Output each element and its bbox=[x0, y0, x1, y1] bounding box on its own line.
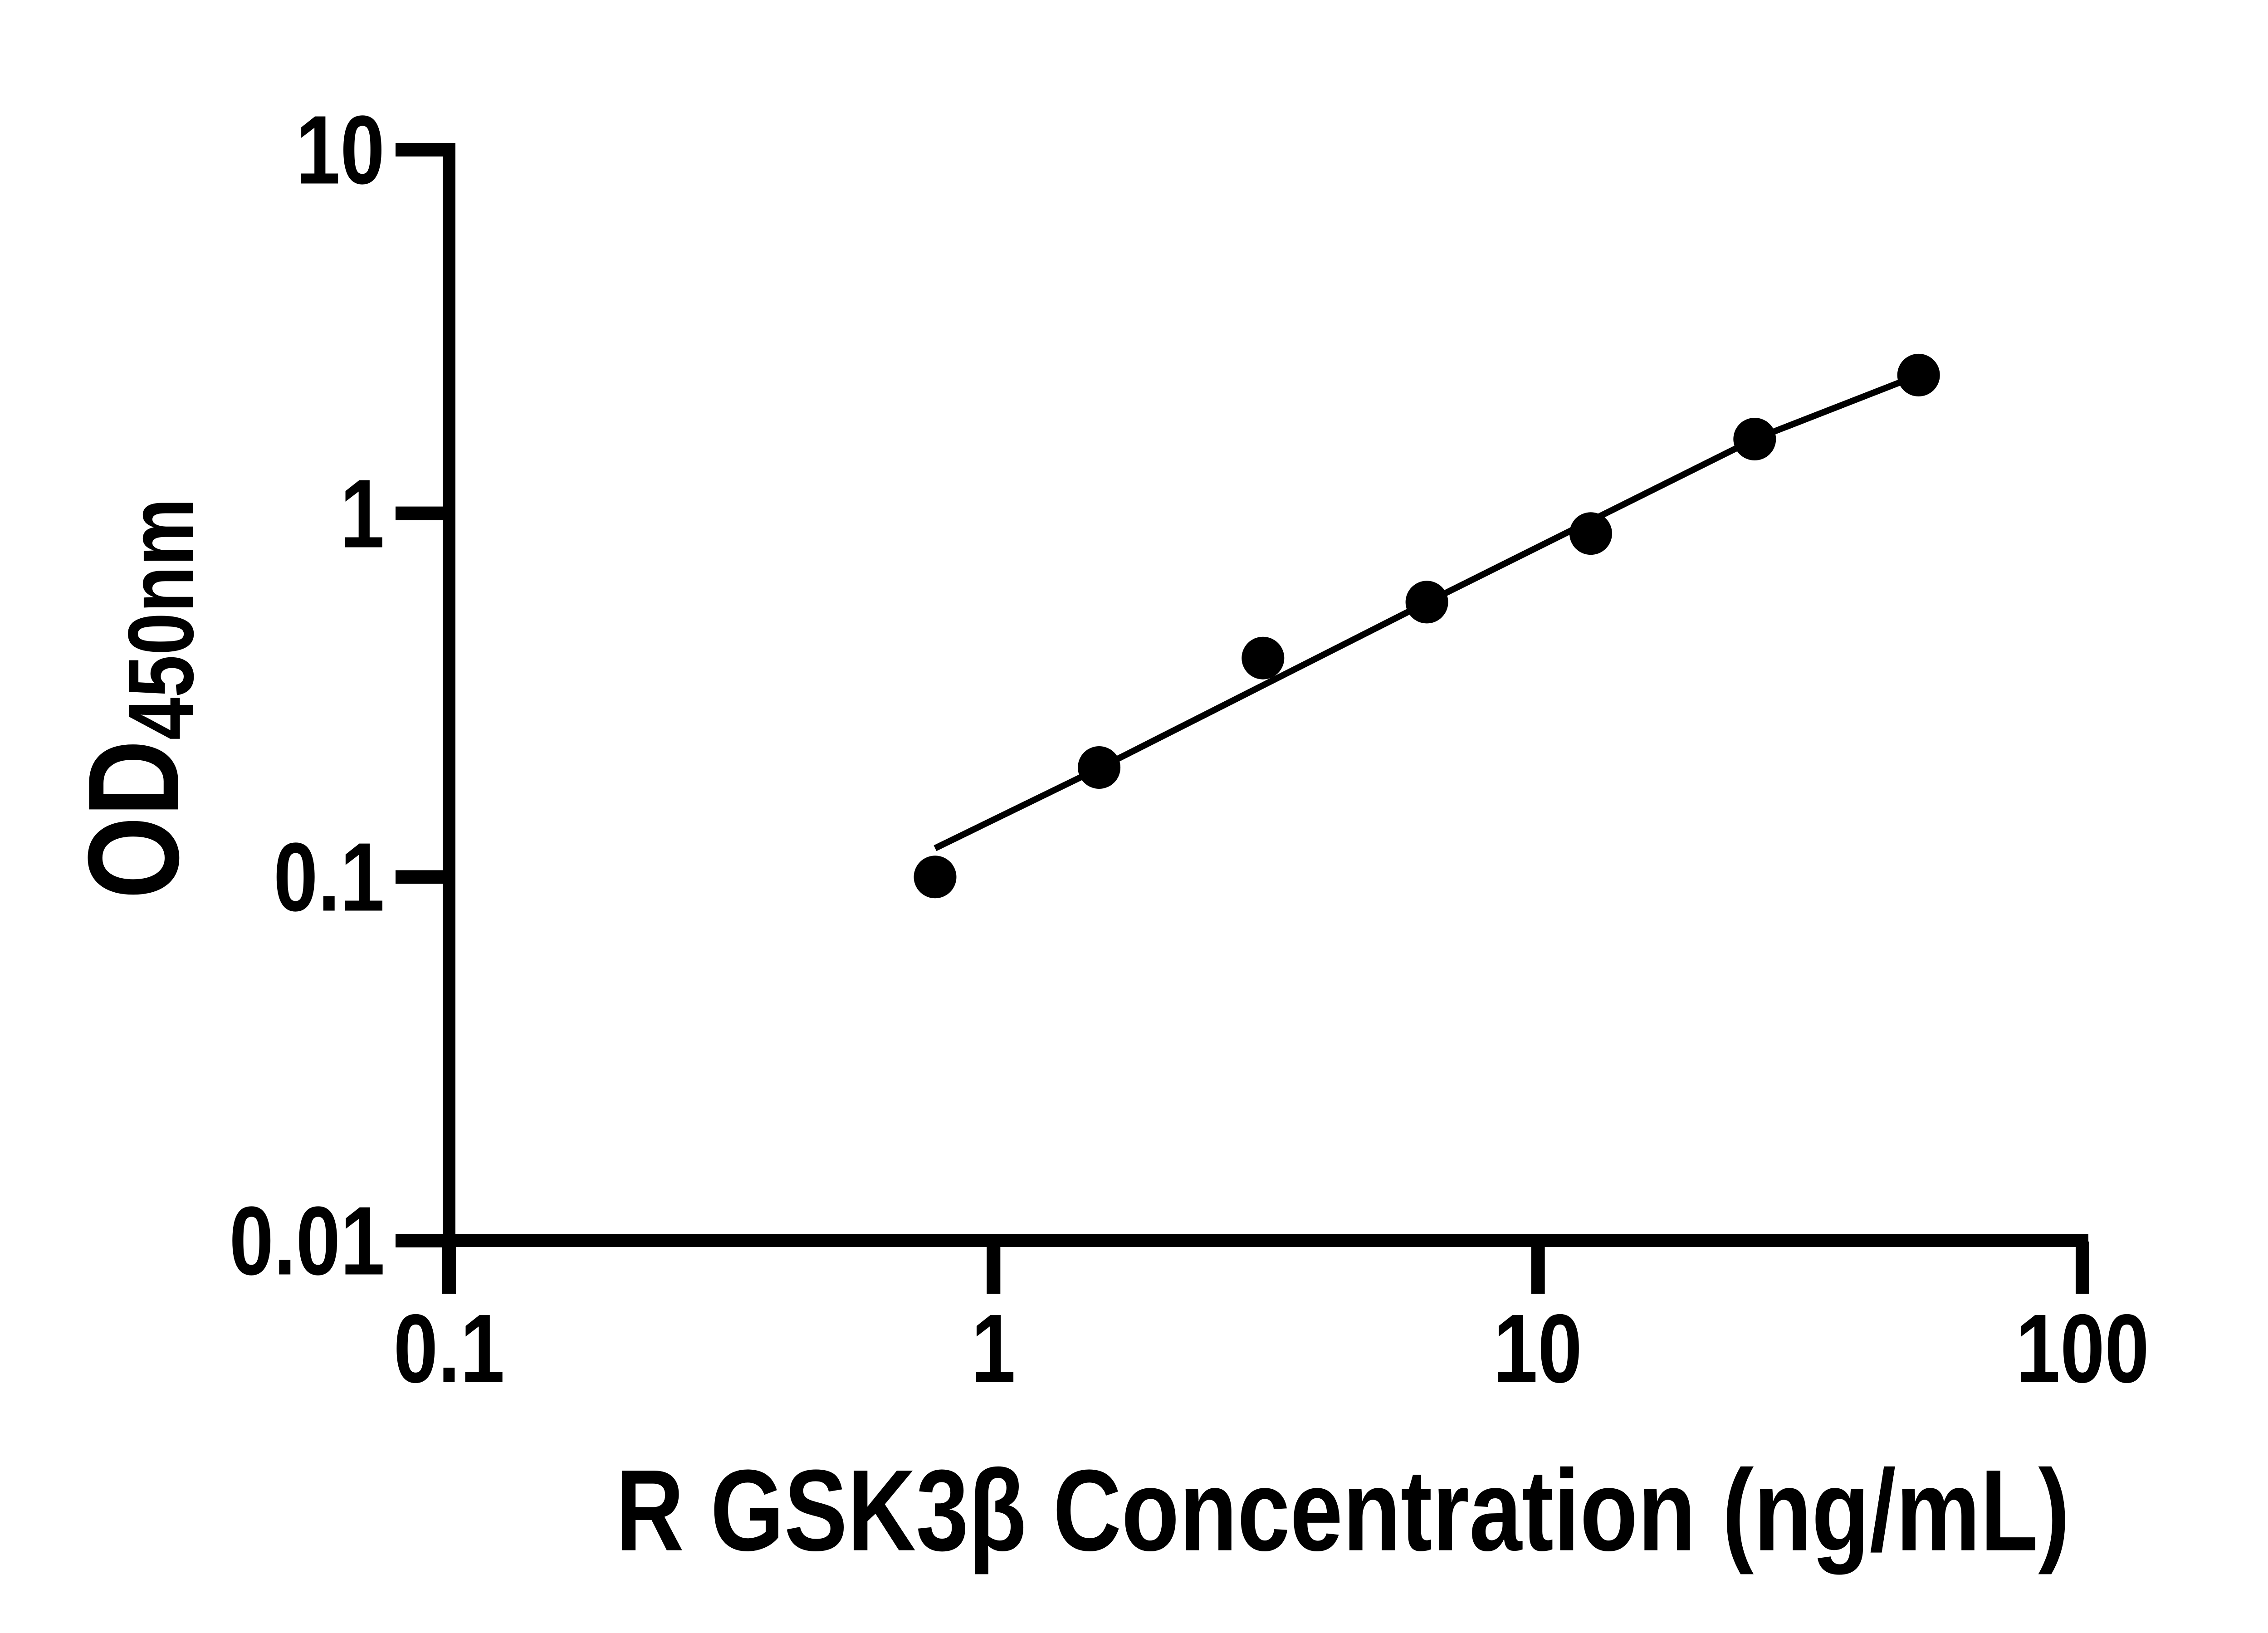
x-tick-label-1: 1 bbox=[971, 1294, 1016, 1403]
data-point bbox=[1405, 581, 1448, 624]
x-tick-label-100: 100 bbox=[2015, 1294, 2150, 1403]
y-axis-title-subscript: 450nm bbox=[109, 498, 213, 740]
data-point bbox=[914, 856, 957, 899]
y-axis-title-main: OD bbox=[61, 740, 206, 899]
y-tick-label-10: 10 bbox=[295, 95, 385, 205]
x-tick-label-10: 10 bbox=[1493, 1294, 1583, 1403]
y-tick-label-1: 1 bbox=[340, 459, 385, 568]
y-tick-label-0.01: 0.01 bbox=[229, 1186, 385, 1296]
data-point bbox=[1242, 636, 1285, 680]
data-point bbox=[1733, 418, 1776, 460]
data-point bbox=[1078, 746, 1121, 789]
x-axis-title: R GSK3β Concentration (ng/mL) bbox=[615, 1446, 2070, 1575]
y-tick-label-0.1: 0.1 bbox=[273, 822, 385, 932]
x-tick-label-0.1: 0.1 bbox=[393, 1294, 505, 1403]
y-axis-title: OD450nm bbox=[61, 498, 213, 899]
axes-spine bbox=[443, 143, 2088, 1247]
data-point bbox=[1897, 353, 1940, 396]
data-point bbox=[1569, 512, 1612, 555]
